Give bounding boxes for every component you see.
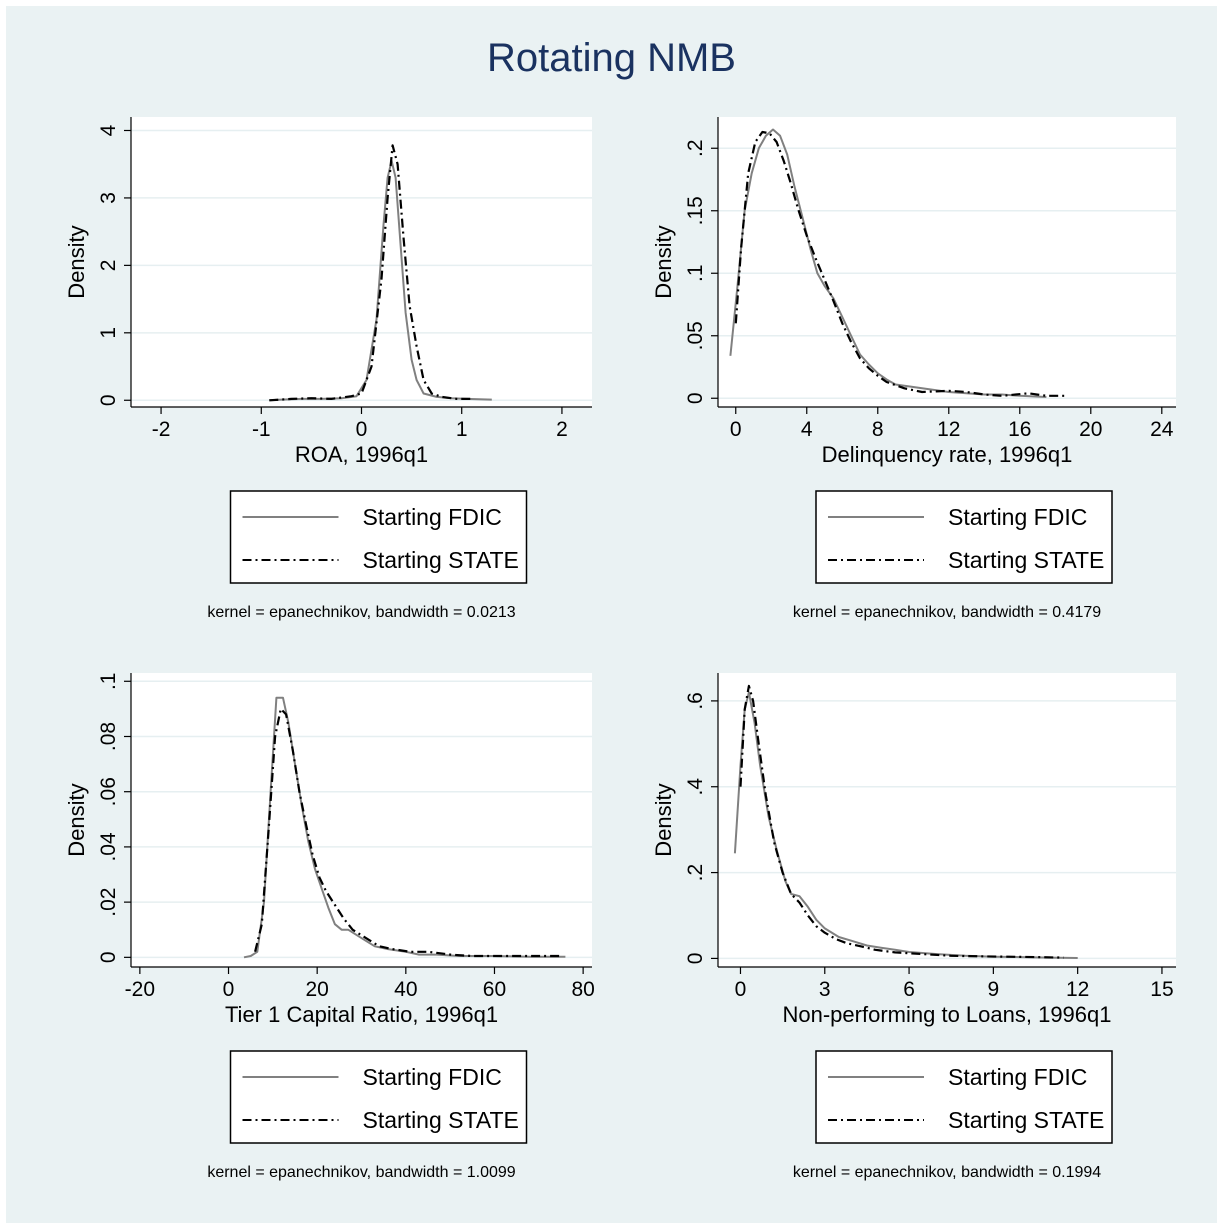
series-line-starting-state: [739, 684, 1064, 959]
y-tick-label: .05: [684, 321, 707, 350]
plot-area: [718, 117, 1176, 407]
x-tick-label: 20: [305, 978, 328, 1001]
y-tick-label: .02: [97, 888, 120, 917]
series-line-starting-fdic: [729, 128, 1047, 398]
y-tick-label: 3: [97, 192, 120, 204]
legend-label: Starting STATE: [948, 1107, 1104, 1133]
x-tick-label: 0: [356, 418, 368, 441]
series-line-starting-fdic: [243, 696, 566, 959]
x-axis-label: Non-performing to Loans, 1996q1: [783, 1002, 1112, 1027]
y-tick-label: 1: [97, 327, 120, 339]
x-tick-label: -20: [125, 978, 155, 1001]
y-axis-label: Density: [651, 225, 676, 298]
y-tick-label: 0: [97, 951, 120, 963]
y-tick-label: .1: [97, 673, 120, 691]
x-axis-label: Delinquency rate, 1996q1: [822, 442, 1073, 467]
series-line-starting-state: [269, 144, 472, 402]
legend-label: Starting STATE: [363, 1107, 519, 1133]
x-tick-label: 12: [1066, 978, 1089, 1001]
series-line-starting-state: [254, 707, 561, 958]
x-axis-label: Tier 1 Capital Ratio, 1996q1: [225, 1002, 498, 1027]
y-axis-label: Density: [64, 783, 89, 856]
y-tick-label: .2: [684, 139, 707, 157]
x-tick-label: 40: [394, 978, 417, 1001]
x-tick-label: 60: [483, 978, 506, 1001]
x-tick-label: 4: [801, 418, 813, 441]
y-tick-label: .15: [684, 196, 707, 225]
y-tick-label: 0: [684, 392, 707, 404]
y-tick-label: 0: [684, 953, 707, 965]
legend-label: Starting FDIC: [948, 504, 1087, 530]
y-tick-label: .1: [684, 264, 707, 282]
x-tick-label: 0: [730, 418, 742, 441]
x-tick-label: 20: [1079, 418, 1102, 441]
y-tick-label: 0: [97, 394, 120, 406]
kernel-note: kernel = epanechnikov, bandwidth = 0.199…: [793, 1164, 1101, 1181]
y-tick-label: .04: [97, 832, 120, 862]
x-tick-label: 1: [456, 418, 468, 441]
y-tick-label: .6: [684, 692, 707, 710]
x-tick-label: 0: [735, 978, 747, 1001]
chart-panel-3: 0 .02 .04 .06 .08 .1 -20 0 20 40 60 80 Tier 1 Capita…: [64, 673, 595, 1181]
x-tick-label: -2: [152, 418, 171, 441]
chart-panel-1: 0 1 2 3 4 -2 -1 0 1 2 ROA, 1996q1 Density Starting F…: [64, 117, 592, 621]
legend-box: [229, 1050, 528, 1144]
legend-box: [229, 490, 528, 584]
x-tick-label: 15: [1150, 978, 1173, 1001]
x-axis-label: ROA, 1996q1: [295, 442, 428, 467]
series-line-starting-state: [734, 130, 1065, 397]
y-tick-label: 4: [97, 124, 120, 136]
legend-label: Starting STATE: [948, 547, 1104, 573]
y-tick-label: 2: [97, 260, 120, 272]
legend-box: [815, 490, 1113, 584]
figure-title: Rotating NMB: [487, 36, 736, 80]
plot-area: [131, 673, 592, 967]
x-tick-label: 16: [1008, 418, 1031, 441]
legend-label: Starting FDIC: [363, 1064, 502, 1090]
y-tick-label: .06: [97, 777, 120, 806]
x-tick-label: 24: [1150, 418, 1174, 441]
x-tick-label: 12: [937, 418, 960, 441]
legend-label: Starting FDIC: [948, 1064, 1087, 1090]
kernel-note: kernel = epanechnikov, bandwidth = 0.417…: [793, 604, 1101, 621]
y-axis-label: Density: [64, 225, 89, 298]
legend-label: Starting STATE: [363, 547, 519, 573]
x-tick-label: 80: [571, 978, 594, 1001]
series-line-starting-fdic: [733, 691, 1078, 959]
x-tick-label: 6: [903, 978, 915, 1001]
plot-area: [131, 117, 592, 407]
y-axis-label: Density: [651, 783, 676, 856]
plot-area: [718, 673, 1176, 967]
y-tick-label: .08: [97, 722, 120, 751]
x-tick-label: 2: [556, 418, 568, 441]
legend-label: Starting FDIC: [363, 504, 502, 530]
x-tick-label: 9: [988, 978, 1000, 1001]
y-tick-label: .4: [684, 778, 707, 796]
y-tick-label: .2: [684, 864, 707, 882]
kernel-note: kernel = epanechnikov, bandwidth = 0.021…: [207, 604, 515, 621]
chart-panel-2: 0 .05 .1 .15 .2 0 4 8 12 16 20 24 Delinquency rate, …: [651, 117, 1176, 621]
x-tick-label: 3: [819, 978, 831, 1001]
x-tick-label: -1: [252, 418, 271, 441]
legend-box: [815, 1050, 1113, 1144]
x-tick-label: 0: [223, 978, 235, 1001]
chart-panel-4: 0 .2 .4 .6 0 3 6 9 12 15 Non-performing to Loans, …: [651, 673, 1176, 1181]
kernel-note: kernel = epanechnikov, bandwidth = 1.009…: [207, 1164, 515, 1181]
x-tick-label: 8: [872, 418, 884, 441]
